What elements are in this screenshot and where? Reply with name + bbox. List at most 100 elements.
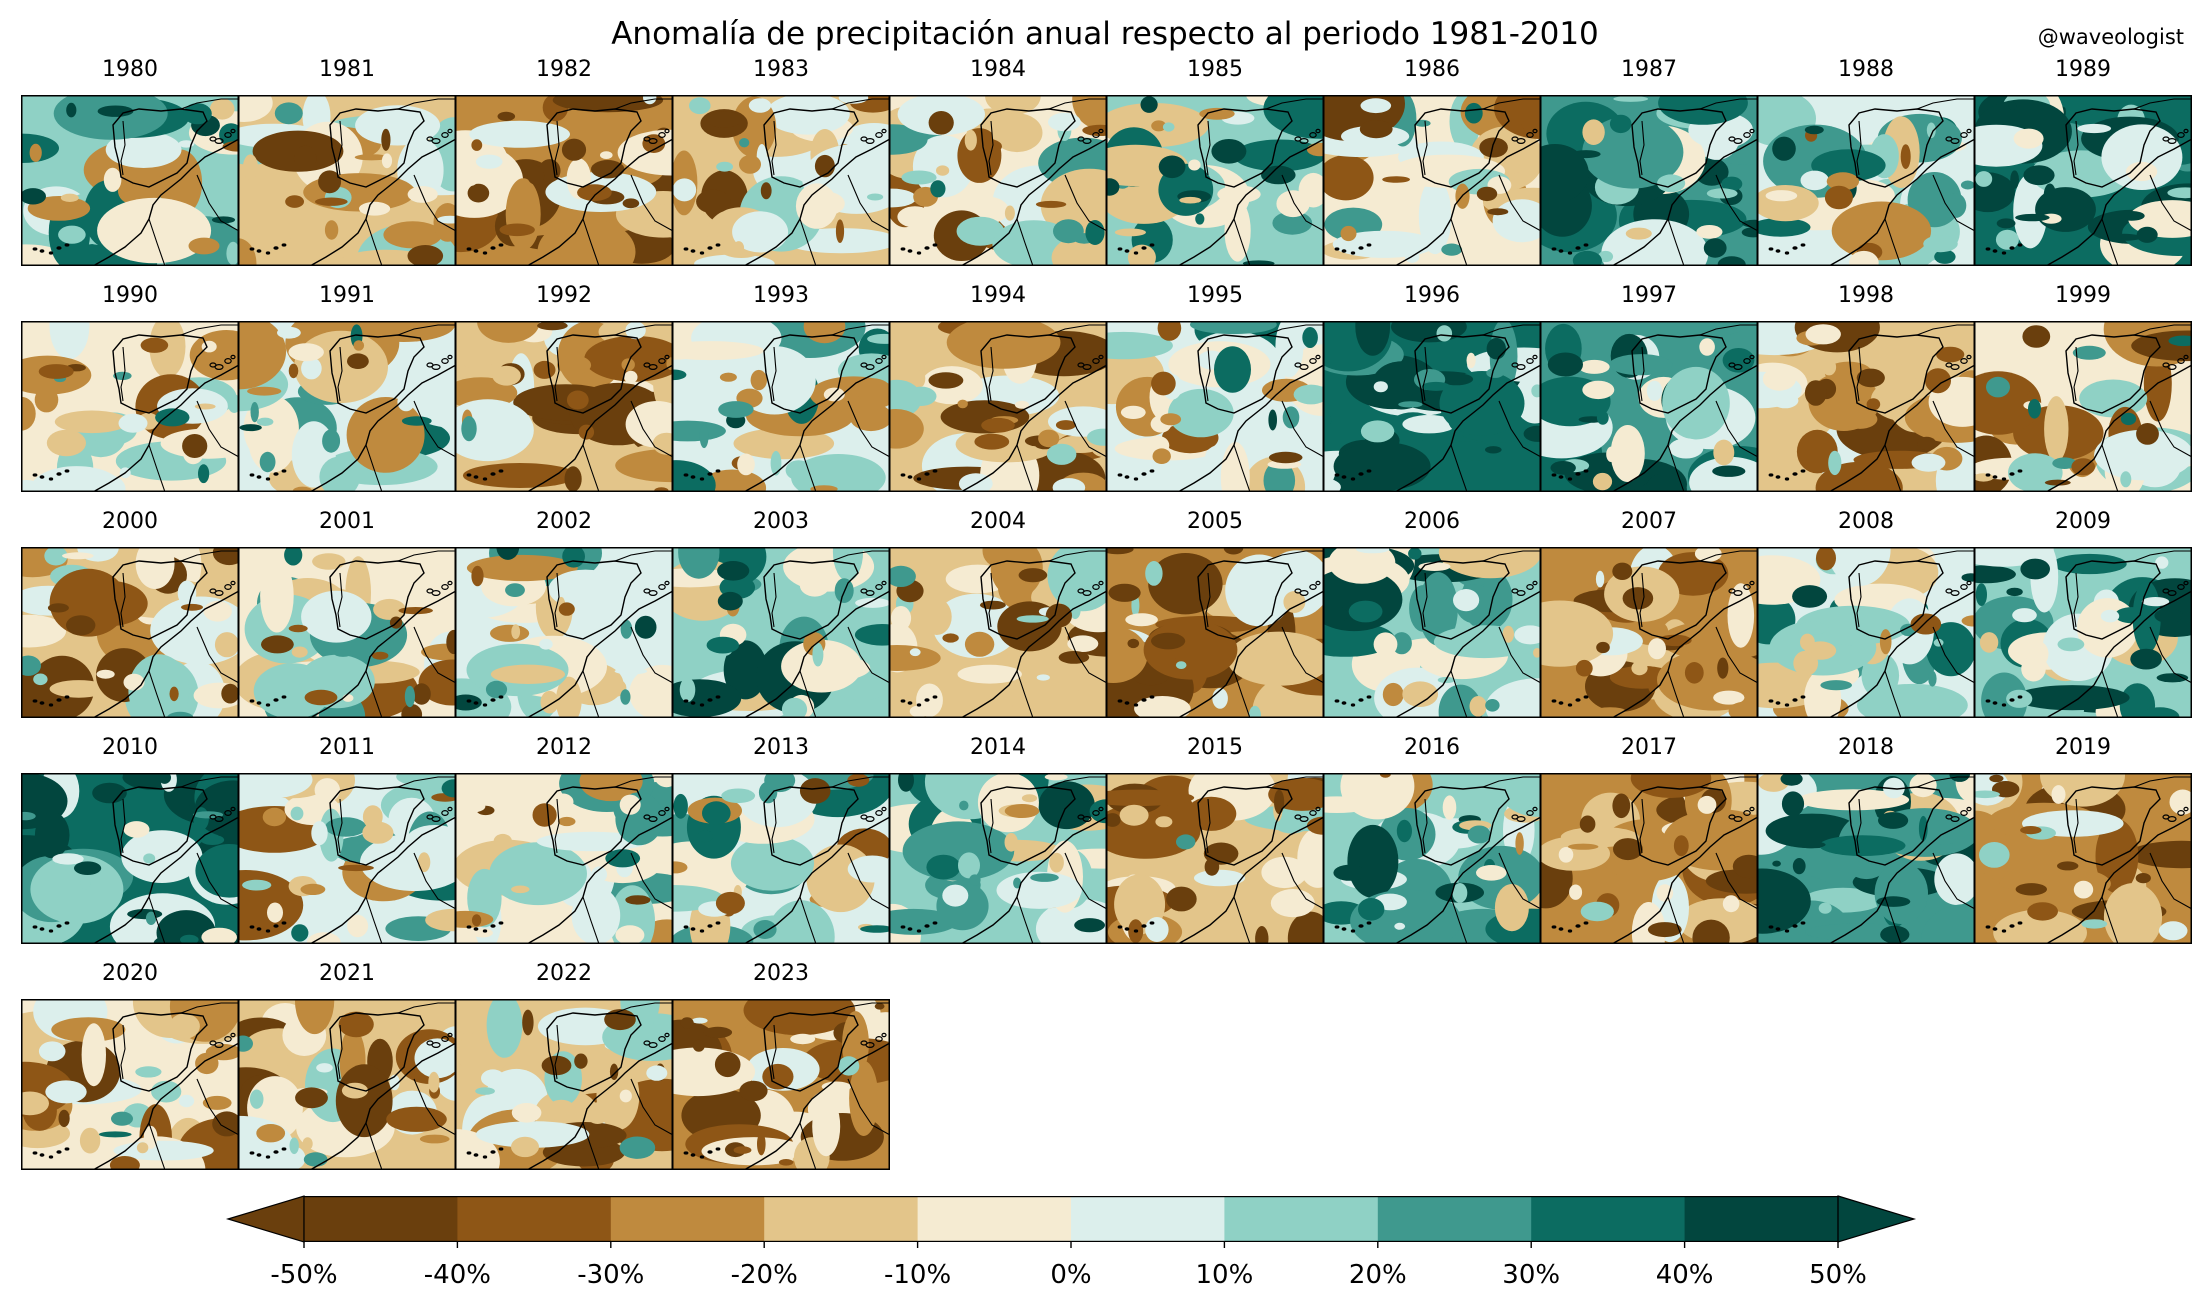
iberia-coastline [546, 334, 642, 414]
colorbar-segment [457, 1196, 612, 1242]
anomaly-patch [98, 1131, 132, 1138]
balearic-island [1309, 583, 1317, 590]
anomaly-patch [128, 654, 190, 718]
map-panel-2010: 2010 [21, 735, 239, 944]
anomaly-map [1974, 95, 2192, 266]
canary-island [1558, 475, 1564, 479]
canary-island [1567, 477, 1573, 481]
pyrenees-border [2133, 550, 2192, 562]
anomaly-patch [1622, 587, 1654, 610]
canary-island [1792, 698, 1798, 702]
balearic-island [1743, 131, 1751, 138]
anomaly-patch [338, 864, 374, 872]
canary-island [916, 929, 922, 933]
balearic-island [1532, 806, 1538, 812]
map-panel-2012: 2012 [455, 735, 673, 944]
algeria-border [2149, 626, 2192, 684]
anomaly-patch [527, 165, 545, 185]
map-panel-2001: 2001 [238, 509, 456, 718]
anomaly-patch [1391, 632, 1412, 655]
panel-year-label: 2001 [319, 509, 375, 534]
anomaly-patch [441, 779, 456, 798]
canary-island [1551, 699, 1557, 703]
canary-island [924, 472, 930, 476]
balearic-island [881, 1032, 887, 1038]
sahara-border [148, 218, 166, 266]
pyrenees-border [2133, 324, 2192, 336]
anomaly-patch [625, 895, 651, 905]
anomaly-patch [1684, 662, 1704, 684]
canary-island [907, 701, 913, 705]
algeria-border [196, 626, 239, 684]
canary-island [39, 701, 45, 705]
canary-island [707, 246, 713, 250]
anomaly-patch [177, 580, 197, 606]
anomaly-patch [2010, 170, 2019, 189]
pyrenees-border [1048, 776, 1107, 788]
anomaly-patch [1127, 244, 1156, 266]
anomaly-patch [743, 999, 856, 1036]
anomaly-patch [355, 105, 441, 146]
canary-island [690, 249, 696, 253]
north-africa-coastline [526, 816, 673, 944]
anomaly-patch [46, 429, 86, 457]
canary-island [490, 698, 496, 702]
anomaly-map [238, 547, 456, 718]
anomaly-patch [1268, 451, 1303, 464]
sahara-border [582, 896, 600, 944]
anomaly-patch [1766, 566, 1782, 575]
balearic-island [1315, 128, 1321, 134]
anomaly-patch [1879, 629, 1892, 655]
anomaly-patch [2079, 379, 2148, 418]
colorbar-tick-label: -40% [423, 1260, 491, 1290]
north-africa-coastline [743, 364, 890, 492]
canary-island [273, 924, 279, 928]
anomaly-patch [1497, 773, 1541, 817]
anomaly-patch [1464, 102, 1483, 124]
anomaly-patch [679, 677, 696, 702]
balearic-island [2167, 815, 2177, 822]
canary-island [2009, 698, 2015, 702]
anomaly-patch [188, 237, 220, 255]
anomaly-patch [1569, 884, 1583, 900]
canary-island [1358, 698, 1364, 702]
anomaly-patch [38, 364, 74, 379]
map-panel-1982: 1982 [455, 57, 673, 266]
anomaly-patch [1283, 591, 1306, 613]
anomaly-patch [715, 891, 745, 915]
balearic-island [441, 131, 449, 138]
anomaly-patch [732, 211, 789, 253]
anomaly-patch [118, 413, 148, 433]
map-panel-1983: 1983 [672, 57, 890, 266]
north-africa-coastline [92, 138, 239, 266]
anomaly-patch [311, 821, 328, 846]
portugal-border [120, 346, 126, 402]
anomaly-patch [1911, 453, 1946, 472]
portugal-border [337, 1024, 343, 1080]
map-panel-2006: 2006 [1323, 509, 1541, 718]
anomaly-patch [239, 424, 262, 432]
anomaly-patch [1048, 112, 1081, 132]
portugal-border [988, 346, 994, 402]
anomaly-map [1106, 773, 1324, 944]
anomaly-patch [1974, 565, 2016, 584]
pyrenees-border [614, 98, 673, 110]
anomaly-patch [1306, 816, 1324, 835]
canary-island [56, 1150, 62, 1154]
canary-island [48, 703, 54, 707]
anomaly-patch [47, 603, 69, 613]
sahara-border [799, 670, 817, 718]
anomaly-patch [1572, 250, 1602, 266]
anomaly-patch [714, 1051, 741, 1078]
map-panel-1984: 1984 [889, 57, 1107, 266]
canary-island [1583, 243, 1589, 247]
anomaly-patch [703, 1026, 733, 1038]
balearic-island [431, 363, 441, 370]
sahara-border [582, 1122, 600, 1170]
anomaly-patch [1263, 95, 1324, 139]
anomaly-patch [2141, 597, 2170, 607]
colorbar-tick-label: -10% [884, 1260, 952, 1290]
anomaly-patch [854, 624, 890, 646]
pyrenees-border [1482, 776, 1541, 788]
anomaly-patch [291, 924, 309, 942]
